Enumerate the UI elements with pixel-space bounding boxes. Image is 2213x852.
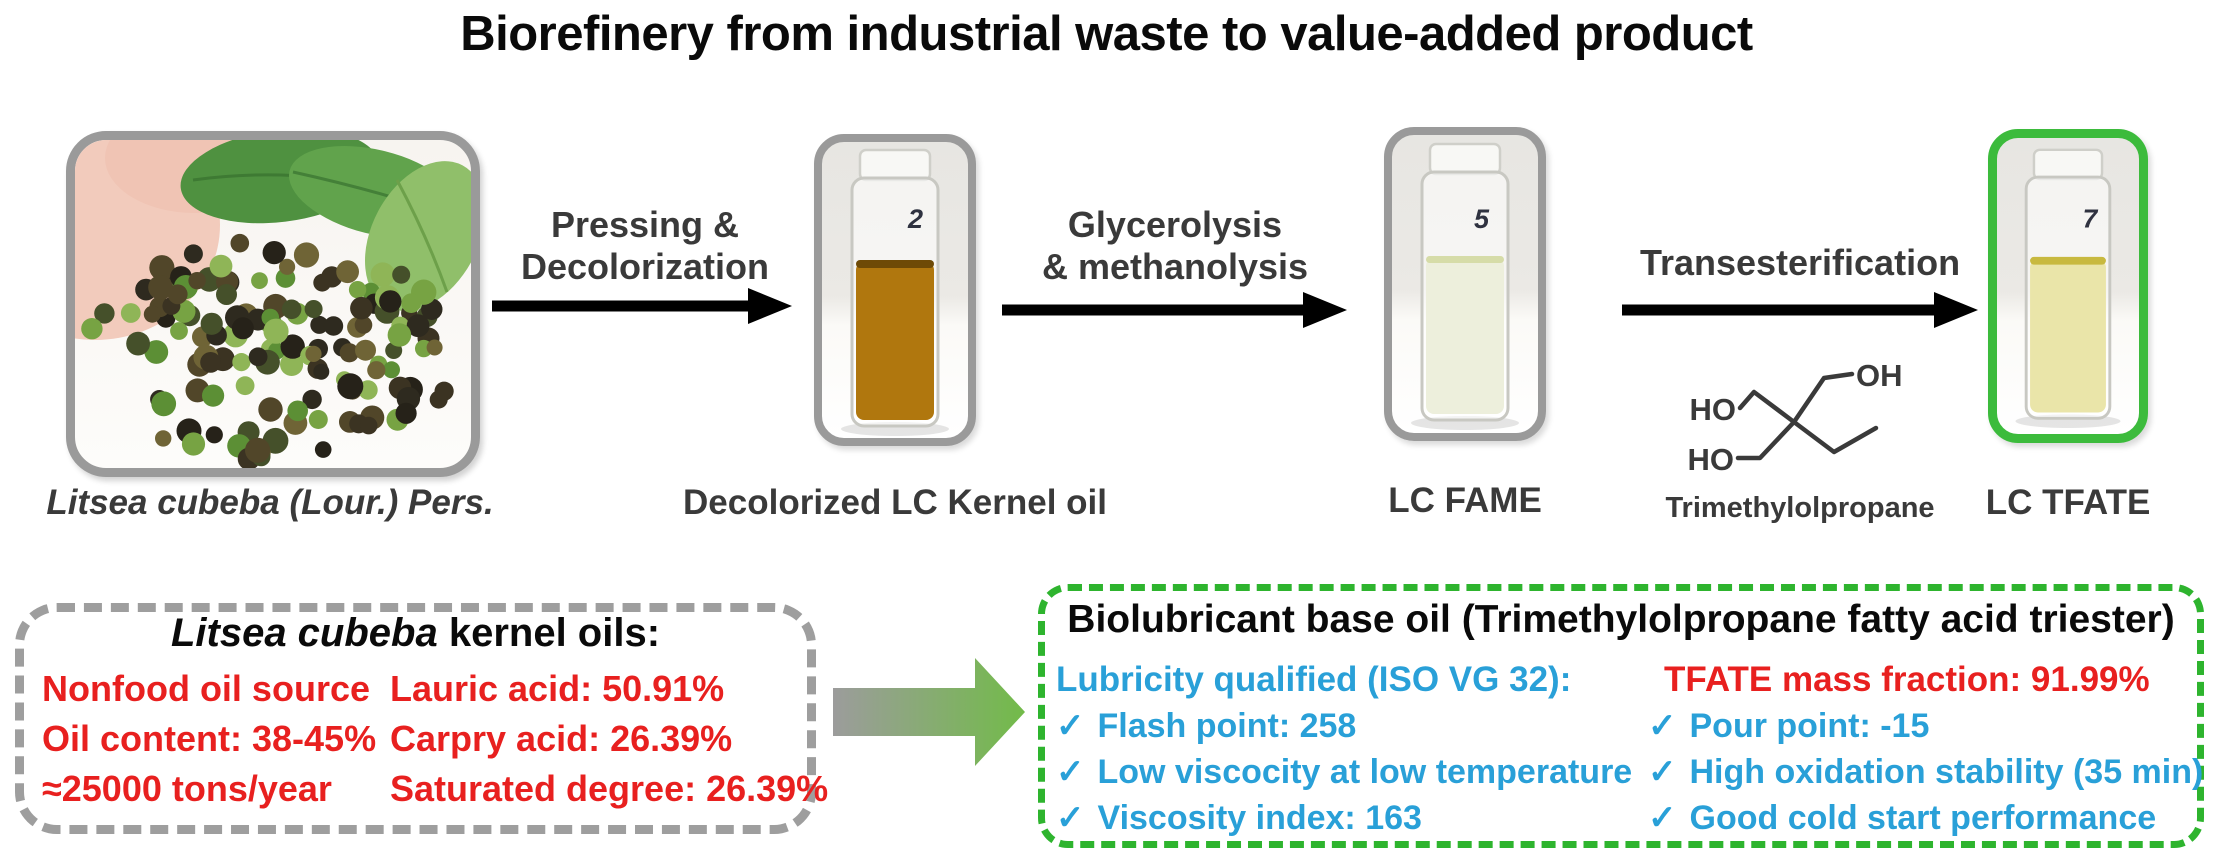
vial-2-illustration: 2: [841, 148, 949, 436]
kernel-oils-item: Saturated degree: 26.39%: [390, 768, 829, 809]
page-title: Biorefinery from industrial waste to val…: [460, 7, 1753, 61]
checklist-item: ✓ Good cold start performance: [1648, 799, 2157, 837]
caption-molecule: Trimethylolpropane: [1665, 492, 1935, 524]
berries-illustration: [75, 140, 471, 468]
check-icon: ✓: [1056, 753, 1085, 791]
kernel-oils-panel-title: Litsea cubeba kernel oils:: [170, 611, 661, 655]
step-pressing-decolorization-label: Pressing & Decolorization: [520, 204, 770, 288]
kernel-oils-item: Oil content: 38-45%: [42, 718, 377, 759]
ho-label: HO: [1690, 392, 1737, 427]
lubricity-header: Lubricity qualified (ISO VG 32):: [1056, 660, 1572, 699]
berry-cluster: [81, 233, 454, 468]
check-icon: ✓: [1056, 707, 1085, 745]
vial-5-number: 5: [1474, 204, 1490, 234]
tfate-fraction: TFATE mass fraction: 91.99%: [1664, 660, 2150, 699]
vial-lc-fame: 5: [1384, 127, 1546, 441]
arrow-right-icon: [1622, 292, 1978, 328]
gradient-arrow-icon: [833, 658, 1025, 766]
checklist-item: ✓ Viscosity index: 163: [1056, 799, 1422, 837]
vial-7-number: 7: [2083, 204, 2099, 234]
arrow-right-icon: [492, 288, 792, 324]
caption-vial-5: LC FAME: [1388, 481, 1542, 520]
caption-vial-7: LC TFATE: [1985, 483, 2151, 522]
vial-2-number: 2: [907, 204, 923, 234]
checklist-item: ✓ Low viscocity at low temperature: [1056, 753, 1633, 791]
check-icon: ✓: [1648, 753, 1677, 791]
kernel-oils-item: Carpry acid: 26.39%: [390, 718, 733, 759]
caption-vial-2: Decolorized LC Kernel oil: [683, 483, 1107, 522]
step-transesterification-label: Transesterification: [1639, 242, 1961, 283]
checklist-item: ✓ High oxidation stability (35 min): [1648, 753, 2204, 791]
vial-decolorized-kernel-oil: 2: [814, 134, 976, 446]
check-icon: ✓: [1648, 799, 1677, 837]
caption-source: Litsea cubeba (Lour.) Pers.: [46, 483, 494, 522]
oh-label: OH: [1856, 358, 1903, 393]
arrow-right-icon: [1002, 292, 1347, 328]
biolubricant-panel: [1038, 584, 2204, 848]
vial-7-illustration: 7: [2015, 148, 2121, 428]
checklist-item: ✓ Pour point: -15: [1648, 707, 1930, 745]
vial-lc-tfate: 7: [1988, 129, 2148, 443]
check-icon: ✓: [1648, 707, 1677, 745]
vial-5-illustration: 5: [1411, 142, 1519, 430]
checklist-item: ✓ Flash point: 258: [1056, 707, 1357, 745]
check-icon: ✓: [1056, 799, 1085, 837]
step-glycerolysis-methanolysis-label: Glycerolysis & methanolysis: [1041, 204, 1309, 288]
trimethylolpropane-structure: HO HO OH: [1688, 358, 1903, 477]
ho-label: HO: [1688, 442, 1735, 477]
kernel-oils-item: ≈25000 tons/year: [42, 768, 332, 809]
kernel-oils-item: Nonfood oil source: [42, 668, 370, 709]
kernel-oils-item: Lauric acid: 50.91%: [390, 668, 725, 709]
kernel-oils-panel: [15, 603, 816, 834]
biolubricant-panel-title: Biolubricant base oil (Trimethylolpropan…: [1067, 598, 2175, 641]
litsea-cubeba-berries-photo: [66, 131, 480, 477]
